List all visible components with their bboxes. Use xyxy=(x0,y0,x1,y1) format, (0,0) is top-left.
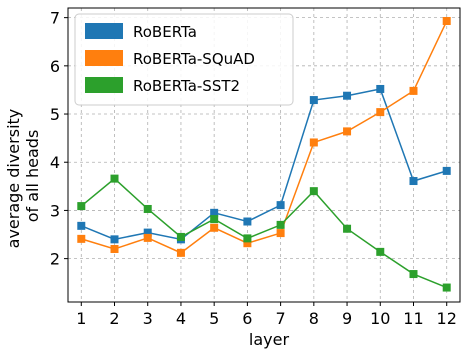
x-tick-label: 8 xyxy=(309,309,319,328)
x-tick-label: 11 xyxy=(403,309,423,328)
data-point xyxy=(110,174,119,183)
y-axis-ticks: 2 3 4 5 6 7 xyxy=(50,9,68,269)
legend: RoBERTa RoBERTa-SQuAD RoBERTa-SST2 xyxy=(74,13,294,106)
x-axis-label: layer xyxy=(249,330,290,349)
series-RoBERTa-SST2 xyxy=(77,174,451,292)
data-point xyxy=(409,177,418,186)
data-point xyxy=(243,239,252,248)
data-point xyxy=(276,220,285,229)
series-line xyxy=(81,20,448,254)
data-point xyxy=(243,217,252,226)
data-point xyxy=(309,187,318,196)
y-axis-label-line-1: average diversity xyxy=(4,109,23,249)
data-point xyxy=(110,244,119,253)
legend-swatch xyxy=(85,77,123,93)
data-point xyxy=(176,248,185,257)
data-point xyxy=(442,166,451,175)
series-line xyxy=(80,177,447,289)
x-tick-label: 4 xyxy=(176,309,186,328)
data-point xyxy=(243,234,252,243)
data-point xyxy=(409,270,418,279)
data-point xyxy=(442,17,451,26)
y-tick-label: 3 xyxy=(50,201,60,220)
data-point xyxy=(276,229,285,238)
x-tick-label: 1 xyxy=(76,309,86,328)
data-point xyxy=(143,233,152,242)
data-point xyxy=(343,127,352,136)
x-tick-label: 7 xyxy=(276,309,286,328)
legend-swatch xyxy=(85,50,123,66)
data-point xyxy=(210,208,219,217)
series-RoBERTa-SQuAD xyxy=(77,17,451,257)
data-point xyxy=(409,86,418,95)
data-point xyxy=(276,201,285,210)
data-point xyxy=(343,224,352,233)
y-tick-label: 4 xyxy=(50,153,60,172)
x-tick-label: 6 xyxy=(242,309,252,328)
y-tick-label: 7 xyxy=(50,9,60,28)
x-tick-label: 12 xyxy=(437,309,457,328)
series-RoBERTa xyxy=(77,84,451,244)
legend-label: RoBERTa-SST2 xyxy=(133,77,240,95)
y-axis-label: average diversity of all heads xyxy=(4,104,42,249)
series-line xyxy=(81,88,447,241)
data-point xyxy=(376,108,385,117)
legend-label: RoBERTa-SQuAD xyxy=(133,50,255,68)
legend-box xyxy=(74,13,294,106)
data-point xyxy=(309,138,318,147)
x-tick-label: 10 xyxy=(370,309,390,328)
y-tick-label: 2 xyxy=(50,250,60,269)
x-tick-label: 2 xyxy=(109,309,119,328)
series-lines xyxy=(77,17,451,292)
data-point xyxy=(442,283,451,292)
y-tick-label: 5 xyxy=(50,105,60,124)
x-tick-label: 5 xyxy=(209,309,219,328)
data-point xyxy=(210,215,219,224)
data-point xyxy=(143,204,152,213)
data-point xyxy=(376,84,385,93)
data-point xyxy=(309,96,318,105)
x-tick-label: 3 xyxy=(143,309,153,328)
plot-area xyxy=(67,7,461,303)
x-tick-label: 9 xyxy=(342,309,352,328)
data-point xyxy=(77,234,86,243)
data-point xyxy=(176,232,185,241)
data-point xyxy=(210,223,219,232)
x-axis-ticks: 1 2 3 4 5 6 7 8 9 10 11 12 xyxy=(76,302,457,328)
y-tick-label: 6 xyxy=(50,57,60,76)
data-point xyxy=(77,221,86,230)
data-point xyxy=(77,202,86,211)
data-point xyxy=(143,228,152,237)
legend-swatch xyxy=(85,23,123,39)
data-point xyxy=(110,235,119,244)
data-point xyxy=(376,247,385,256)
y-axis-label-line-2: of all heads xyxy=(23,130,42,223)
legend-label: RoBERTa xyxy=(133,23,197,41)
data-point xyxy=(343,91,352,100)
